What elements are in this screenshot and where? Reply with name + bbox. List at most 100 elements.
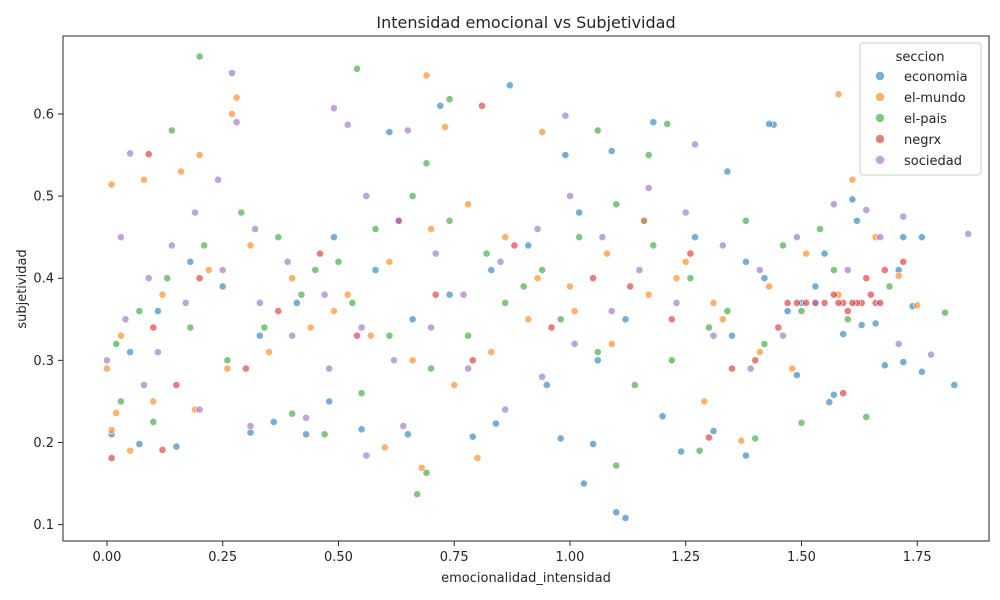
point-sociedad-52 [538, 372, 547, 381]
point-el-mundo-45 [158, 290, 167, 299]
point-el-mundo-56 [603, 249, 611, 258]
point-el-pais-17 [320, 430, 329, 439]
point-el-mundo-53 [487, 348, 496, 356]
point-sociedad-46 [755, 266, 764, 274]
point-sociedad-41 [811, 298, 820, 307]
point-economia-15 [871, 319, 880, 328]
point-negrx-38 [547, 323, 556, 332]
point-economia-62 [126, 348, 135, 356]
point-el-pais-48 [593, 348, 602, 356]
point-sociedad-44 [830, 200, 838, 209]
point-el-mundo-6 [195, 151, 204, 159]
point-el-mundo-48 [288, 274, 297, 283]
point-el-pais-1 [353, 64, 361, 73]
point-economia-37 [172, 442, 181, 451]
point-economia-5 [385, 128, 394, 136]
point-negrx-28 [431, 290, 440, 299]
point-el-mundo-15 [802, 249, 810, 258]
point-sociedad-27 [320, 290, 329, 299]
legend-marker-sociedad [875, 155, 885, 165]
point-el-mundo-27 [223, 364, 232, 373]
point-economia-46 [783, 307, 792, 315]
point-sociedad-9 [927, 350, 935, 359]
point-negrx-19 [876, 298, 885, 307]
point-economia-19 [830, 390, 838, 399]
point-negrx-12 [834, 298, 843, 307]
point-sociedad-39 [746, 364, 755, 373]
point-el-pais-45 [705, 323, 713, 332]
point-el-mundo-30 [343, 290, 352, 299]
point-sociedad-58 [325, 364, 334, 373]
point-sociedad-51 [570, 339, 579, 348]
point-el-pais-57 [260, 323, 269, 332]
point-el-mundo-41 [755, 348, 764, 356]
point-sociedad-12 [894, 339, 903, 348]
x-tick-label-0: 0.00 [93, 550, 122, 565]
point-el-mundo-20 [417, 463, 426, 472]
point-economia-58 [255, 331, 264, 340]
point-economia-38 [269, 417, 278, 426]
point-economia-24 [589, 440, 597, 448]
point-el-pais-41 [830, 266, 838, 274]
legend-marker-negrx [875, 134, 885, 144]
point-el-pais-9 [862, 413, 871, 421]
point-el-pais-46 [667, 356, 676, 365]
point-sociedad-42 [843, 266, 852, 274]
point-el-pais-13 [612, 461, 621, 470]
point-el-mundo-49 [329, 307, 338, 315]
point-negrx-22 [899, 257, 908, 266]
y-tick-label-5: 0.6 [33, 108, 54, 123]
x-axis-label: emocionalidad_intensidad [441, 571, 611, 586]
point-economia-23 [677, 447, 685, 456]
point-negrx-30 [274, 307, 283, 315]
x-tick-label-6: 1.50 [787, 550, 816, 565]
point-el-mundo-3 [834, 90, 843, 99]
point-economia-43 [857, 321, 866, 329]
point-economia-4 [765, 120, 773, 128]
point-economia-0 [505, 81, 514, 90]
x-axis: 0.00 0.25 0.50 0.75 1.00 1.25 1.50 1.75 [93, 541, 932, 565]
point-sociedad-17 [195, 405, 204, 414]
point-el-pais-16 [357, 389, 366, 398]
point-negrx-35 [316, 249, 324, 258]
y-tick-label-2: 0.3 [33, 354, 54, 369]
point-negrx-25 [667, 315, 676, 324]
point-el-pais-44 [742, 216, 750, 225]
point-sociedad-54 [464, 364, 472, 373]
point-el-mundo-42 [788, 364, 797, 373]
point-el-mundo-5 [538, 128, 547, 136]
point-sociedad-24 [214, 175, 222, 184]
point-sociedad-16 [246, 422, 255, 430]
point-economia-66 [820, 249, 829, 258]
y-tick-label-0: 0.1 [33, 518, 54, 533]
point-el-pais-26 [274, 233, 283, 242]
point-el-pais-2 [445, 95, 454, 104]
point-el-pais-11 [751, 434, 760, 443]
point-el-pais-10 [797, 418, 806, 427]
point-economia-51 [524, 241, 533, 250]
point-economia-54 [408, 315, 417, 324]
point-el-mundo-46 [204, 266, 213, 274]
point-negrx-0 [478, 101, 486, 110]
point-economia-12 [918, 233, 926, 242]
point-el-mundo-59 [709, 298, 718, 307]
y-tick-label-4: 0.5 [33, 190, 54, 205]
point-el-mundo-43 [103, 364, 111, 373]
legend-label-economia: economia [904, 70, 968, 85]
point-sociedad-49 [644, 183, 653, 192]
point-sociedad-28 [357, 323, 366, 332]
point-el-mundo-29 [306, 323, 315, 332]
point-economia-56 [329, 233, 338, 242]
point-economia-52 [487, 266, 496, 274]
point-sociedad-14 [399, 422, 408, 430]
point-el-mundo-58 [672, 274, 681, 283]
point-el-pais-19 [149, 417, 158, 426]
point-negrx-29 [353, 331, 361, 340]
point-economia-53 [445, 290, 454, 299]
point-el-pais-58 [223, 356, 232, 365]
x-tick-label-5: 1.25 [671, 550, 700, 565]
point-sociedad-4 [561, 111, 570, 120]
point-economia-68 [593, 356, 602, 365]
point-economia-22 [709, 427, 718, 435]
point-el-mundo-39 [681, 257, 690, 266]
